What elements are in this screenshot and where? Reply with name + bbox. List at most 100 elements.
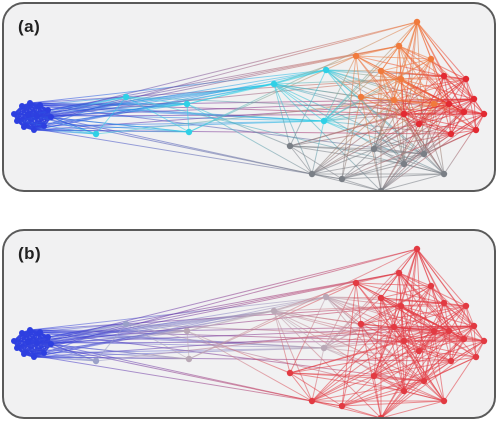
node bbox=[185, 128, 193, 136]
node bbox=[11, 111, 17, 117]
edge bbox=[311, 380, 425, 402]
edge bbox=[125, 96, 445, 175]
edge bbox=[323, 70, 382, 122]
edge bbox=[450, 338, 465, 362]
edge bbox=[341, 323, 362, 407]
node bbox=[472, 126, 480, 134]
edge bbox=[323, 45, 400, 122]
node bbox=[472, 353, 480, 361]
edge bbox=[36, 115, 190, 133]
edge bbox=[360, 323, 405, 392]
edge bbox=[443, 113, 485, 175]
node bbox=[390, 323, 398, 331]
edge bbox=[23, 126, 343, 180]
edge bbox=[323, 21, 418, 122]
node bbox=[48, 341, 54, 347]
node bbox=[352, 279, 360, 287]
edge bbox=[443, 302, 465, 340]
edge bbox=[418, 123, 477, 131]
edge bbox=[433, 78, 467, 105]
node bbox=[27, 100, 33, 106]
edge bbox=[323, 55, 357, 122]
edge bbox=[393, 272, 400, 328]
node bbox=[308, 397, 316, 405]
edge bbox=[398, 248, 418, 274]
edge bbox=[355, 282, 362, 325]
edge bbox=[273, 310, 313, 402]
edge bbox=[403, 163, 445, 175]
edge bbox=[311, 375, 375, 402]
edge bbox=[380, 297, 405, 392]
edge bbox=[403, 21, 418, 165]
edge bbox=[448, 330, 452, 362]
edge bbox=[382, 173, 445, 190]
edge bbox=[433, 302, 445, 332]
node bbox=[92, 357, 100, 365]
edge bbox=[341, 98, 475, 180]
edge bbox=[373, 113, 405, 150]
edge bbox=[16, 329, 31, 349]
edge bbox=[393, 45, 400, 101]
node bbox=[440, 170, 448, 178]
edge bbox=[373, 297, 382, 377]
edge bbox=[380, 70, 420, 125]
edge bbox=[403, 340, 425, 382]
node bbox=[45, 107, 51, 113]
node bbox=[397, 302, 405, 310]
edge bbox=[398, 45, 450, 105]
edge bbox=[418, 103, 450, 125]
node bbox=[370, 372, 378, 380]
edge bbox=[403, 305, 467, 342]
edge bbox=[403, 338, 465, 342]
edge bbox=[465, 78, 477, 131]
edge bbox=[355, 45, 400, 57]
node bbox=[48, 114, 54, 120]
edge bbox=[398, 272, 435, 332]
edge bbox=[95, 99, 395, 135]
edge bbox=[360, 96, 382, 190]
graph-b-edges bbox=[13, 248, 485, 417]
node bbox=[462, 75, 470, 83]
edge bbox=[27, 114, 313, 175]
edge bbox=[418, 302, 445, 352]
edge bbox=[382, 400, 445, 417]
edge bbox=[403, 21, 418, 115]
edge bbox=[373, 99, 395, 150]
node bbox=[427, 282, 435, 290]
edge bbox=[403, 113, 445, 175]
edge bbox=[398, 272, 475, 327]
node bbox=[308, 170, 316, 178]
edge bbox=[16, 102, 31, 122]
edge bbox=[433, 330, 445, 402]
node bbox=[377, 414, 385, 417]
edge bbox=[448, 330, 485, 342]
edge bbox=[403, 248, 418, 392]
edge bbox=[373, 326, 395, 377]
edge bbox=[393, 326, 405, 392]
node bbox=[45, 334, 51, 340]
edge bbox=[273, 83, 420, 125]
edge bbox=[418, 338, 465, 352]
edge bbox=[398, 45, 475, 100]
edge bbox=[380, 58, 432, 72]
edge bbox=[373, 133, 452, 150]
node bbox=[470, 95, 478, 103]
edge bbox=[311, 148, 375, 175]
edge bbox=[273, 310, 291, 374]
edge bbox=[418, 75, 445, 125]
edge bbox=[373, 375, 405, 392]
edge bbox=[186, 330, 291, 374]
node bbox=[25, 112, 31, 118]
edge bbox=[16, 120, 97, 135]
edge bbox=[323, 297, 382, 349]
edge bbox=[341, 163, 405, 180]
edge bbox=[448, 103, 485, 115]
edge bbox=[450, 129, 477, 135]
edge bbox=[393, 21, 418, 101]
edge bbox=[393, 285, 432, 328]
edge bbox=[36, 342, 190, 360]
edge bbox=[36, 305, 402, 344]
node bbox=[462, 302, 470, 310]
edge bbox=[381, 103, 450, 190]
edge bbox=[430, 58, 445, 77]
